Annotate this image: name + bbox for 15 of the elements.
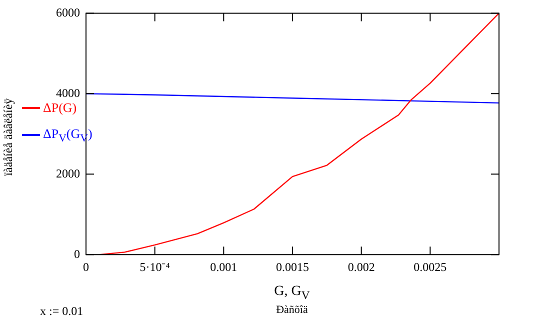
y-tick-label: 6000: [56, 5, 80, 20]
x-tick-label: 0.0015: [276, 260, 309, 274]
text: x := 0.01: [40, 304, 84, 319]
y-axis-title: ïàäåíèå äàâëåíèÿ: [1, 97, 15, 178]
y-tick-label: 4000: [56, 86, 80, 100]
x-tick-label: 0.002: [348, 260, 375, 274]
x-tick-label: 0: [83, 260, 89, 274]
x-axis-title: G, G$_{V}$: [273, 284, 311, 302]
x-tick-label: 0.001: [210, 260, 238, 274]
x-tick-label: 5·10⁻⁴: [140, 260, 170, 274]
legend-label: ΔP(G): [43, 100, 77, 116]
y-tick-label: 0: [74, 246, 80, 261]
x-tick-label: 0.0025: [414, 260, 447, 274]
y-tick-label: 2000: [56, 166, 80, 180]
text: Ðàñõîä: [276, 304, 308, 316]
